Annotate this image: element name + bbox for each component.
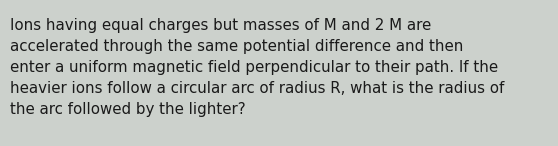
Text: Ions having equal charges but masses of M and 2 M are
accelerated through the sa: Ions having equal charges but masses of … <box>10 18 504 117</box>
